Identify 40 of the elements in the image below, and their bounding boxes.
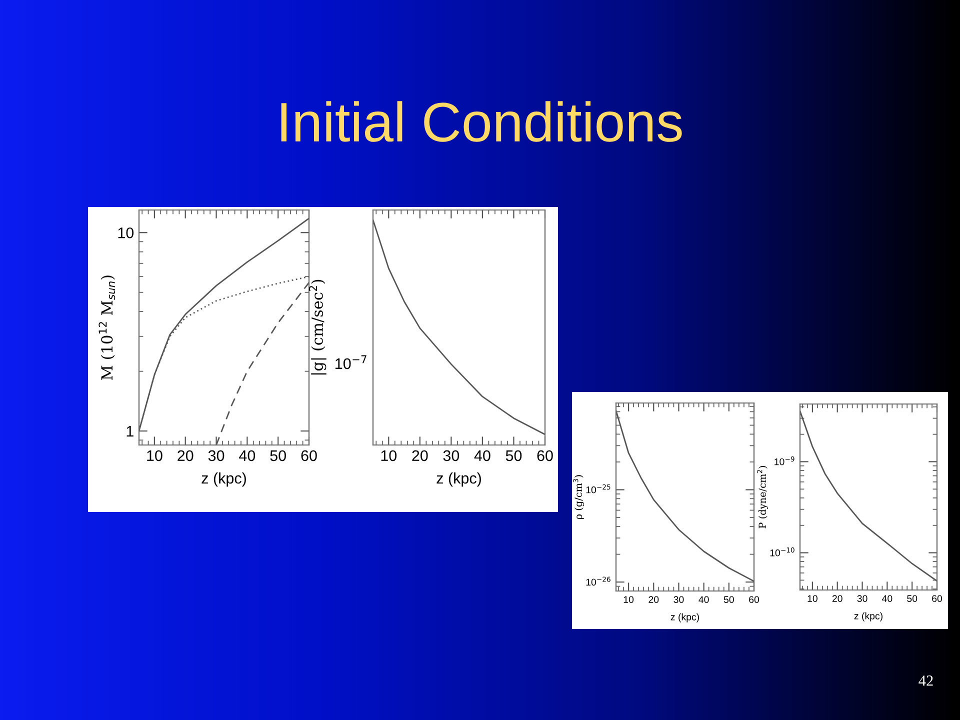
x-tick-label: 10 bbox=[147, 450, 162, 462]
x-tick-label: 20 bbox=[412, 450, 428, 462]
y-tick-label: 1 bbox=[126, 426, 134, 437]
y-axis-title: |g| (cm/sec$^{2}$) bbox=[308, 280, 326, 374]
x-tick-label: 20 bbox=[832, 595, 842, 602]
x-axis-title: z (kpc) bbox=[202, 472, 246, 487]
x-tick-label: 50 bbox=[506, 450, 522, 462]
y-tick-label: 10$^{−26}$ bbox=[586, 576, 610, 586]
x-tick-label: 10 bbox=[381, 450, 397, 462]
text: 42 bbox=[918, 676, 933, 686]
x-axis-title: z (kpc) bbox=[670, 613, 699, 622]
x-tick-label: 10 bbox=[808, 595, 818, 602]
x-tick-label: 40 bbox=[474, 450, 490, 462]
y-axis-title: ρ (g/cm$^{3}$) bbox=[573, 475, 584, 520]
x-tick-label: 30 bbox=[674, 596, 684, 603]
x-tick-label: 30 bbox=[443, 450, 460, 462]
y-axis-title: M (10$^{12}$ M$_{sun}$) bbox=[98, 276, 116, 380]
x-axis-title: z (kpc) bbox=[854, 612, 882, 622]
x-axis-title: z (kpc) bbox=[436, 472, 481, 487]
x-tick-label: 40 bbox=[239, 450, 256, 462]
x-tick-label: 50 bbox=[724, 596, 734, 603]
x-tick-label: 60 bbox=[537, 450, 553, 462]
x-tick-label: 40 bbox=[698, 596, 709, 603]
y-axis-title: P (dyne/cm$^{2}$) bbox=[757, 466, 768, 528]
x-tick-label: 60 bbox=[749, 596, 760, 603]
x-tick-label: 30 bbox=[857, 595, 868, 602]
y-tick-label: 10$^{−25}$ bbox=[586, 484, 610, 494]
x-tick-label: 20 bbox=[648, 596, 659, 603]
x-tick-label: 40 bbox=[882, 595, 892, 602]
x-tick-label: 30 bbox=[208, 450, 224, 462]
text: Initial Conditions bbox=[281, 101, 682, 142]
text: 10$^{−7}$ bbox=[336, 355, 366, 370]
x-tick-label: 60 bbox=[932, 595, 942, 602]
x-tick-label: 20 bbox=[178, 450, 194, 462]
x-tick-label: 10 bbox=[624, 596, 634, 603]
y-tick-label: 10$^{−9}$ bbox=[774, 456, 794, 466]
x-tick-label: 60 bbox=[301, 450, 317, 462]
x-tick-label: 50 bbox=[907, 595, 918, 602]
x-tick-label: 50 bbox=[270, 450, 286, 462]
y-tick-label: 10$^{−10}$ bbox=[770, 547, 794, 556]
